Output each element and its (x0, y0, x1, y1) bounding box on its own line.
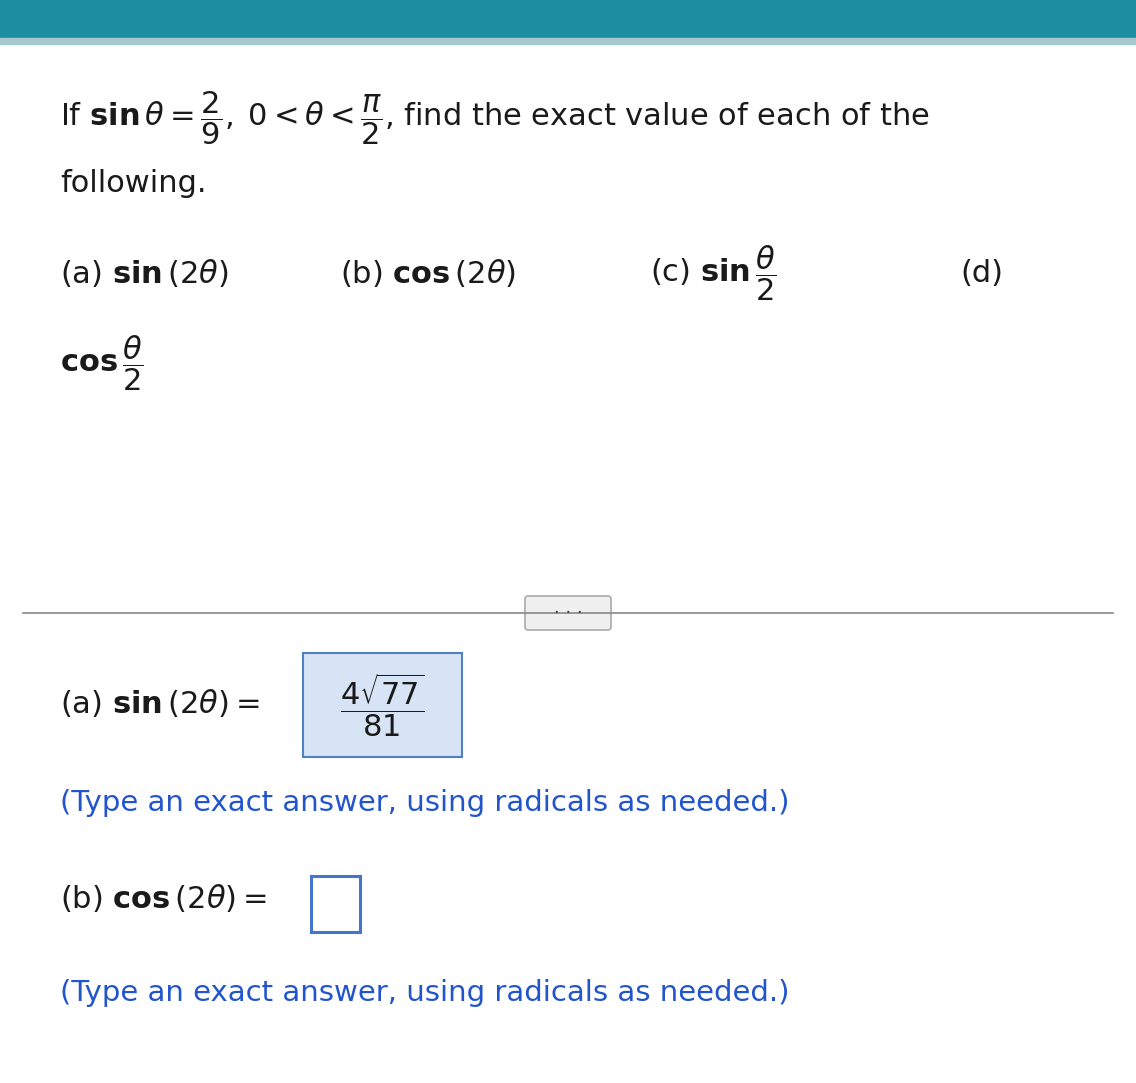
Text: If $\mathbf{sin}\,\theta = \dfrac{2}{9},\; 0 < \theta < \dfrac{\pi}{2}$, find th: If $\mathbf{sin}\,\theta = \dfrac{2}{9},… (60, 89, 929, 147)
Text: (c) $\mathbf{sin}\,\dfrac{\theta}{2}$: (c) $\mathbf{sin}\,\dfrac{\theta}{2}$ (650, 244, 777, 303)
Text: $\dfrac{4\sqrt{77}}{81}$: $\dfrac{4\sqrt{77}}{81}$ (340, 671, 425, 739)
Text: $\mathbf{cos}\,\dfrac{\theta}{2}$: $\mathbf{cos}\,\dfrac{\theta}{2}$ (60, 334, 143, 393)
Text: (a) $\mathbf{sin}\,(2\theta) =$: (a) $\mathbf{sin}\,(2\theta) =$ (60, 687, 260, 719)
FancyBboxPatch shape (311, 876, 360, 932)
Text: (Type an exact answer, using radicals as needed.): (Type an exact answer, using radicals as… (60, 979, 790, 1007)
Text: (a) $\mathbf{sin}\,(2\theta)$: (a) $\mathbf{sin}\,(2\theta)$ (60, 257, 228, 289)
Text: (b) $\mathbf{cos}\,(2\theta)$: (b) $\mathbf{cos}\,(2\theta)$ (340, 257, 516, 289)
Text: · · ·: · · · (553, 604, 583, 622)
FancyBboxPatch shape (525, 596, 611, 630)
Text: (d): (d) (960, 259, 1003, 287)
Bar (0, 0, 1136, 38)
Text: following.: following. (60, 169, 207, 197)
Bar (0, 38, 1136, 44)
FancyBboxPatch shape (303, 653, 462, 757)
Text: (b) $\mathbf{cos}\,(2\theta) =$: (b) $\mathbf{cos}\,(2\theta) =$ (60, 882, 267, 914)
Text: (Type an exact answer, using radicals as needed.): (Type an exact answer, using radicals as… (60, 790, 790, 817)
